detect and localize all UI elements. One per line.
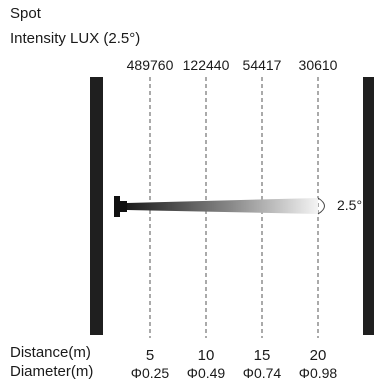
beam-angle-label: 2.5°: [337, 197, 363, 213]
diagram-title: Spot: [10, 5, 41, 22]
diagram-subtitle: Intensity LUX (2.5°): [10, 30, 141, 47]
fixture-icon: [114, 196, 127, 217]
distance-5: 5: [145, 347, 155, 364]
lux-value-20m: 30610: [298, 57, 338, 73]
distance-gridlines: [149, 77, 319, 338]
right-wall: [363, 77, 374, 335]
distance-10: 10: [197, 347, 215, 364]
distance-15: 15: [253, 347, 271, 364]
left-wall: [90, 77, 103, 335]
beam-end-arc: [317, 197, 325, 215]
diameter-15m: Φ0.74: [242, 365, 282, 381]
lux-value-5m: 489760: [126, 57, 174, 73]
light-beam: [127, 198, 318, 214]
lux-value-10m: 122440: [182, 57, 230, 73]
diameter-5m: Φ0.25: [130, 365, 170, 381]
diameter-row-label: Diameter(m): [10, 363, 94, 380]
diameter-20m: Φ0.98: [298, 365, 338, 381]
distance-20: 20: [309, 347, 327, 364]
diameter-10m: Φ0.49: [186, 365, 226, 381]
lux-value-15m: 54417: [242, 57, 282, 73]
distance-row-label: Distance(m): [10, 344, 91, 361]
